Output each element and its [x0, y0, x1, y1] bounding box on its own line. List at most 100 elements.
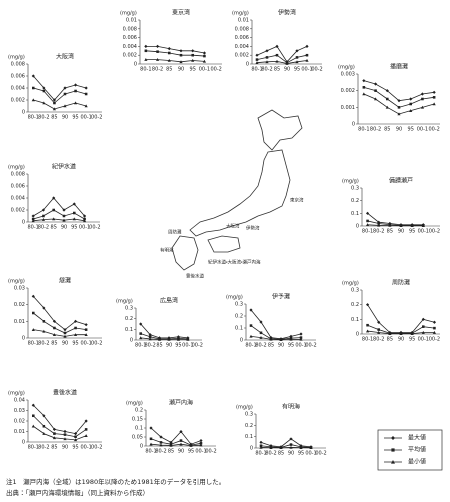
marker-triangle [63, 104, 67, 108]
y-tick-label: 0.006 [123, 35, 137, 41]
marker-diamond [84, 86, 88, 90]
marker-triangle [157, 337, 162, 341]
marker-triangle [148, 337, 152, 341]
marker-square [255, 58, 259, 61]
x-tick-label: 00-2 [429, 229, 440, 235]
x-tick-label: 90 [61, 225, 67, 231]
marker-triangle [377, 330, 381, 334]
x-tick-label: 85 [166, 67, 172, 73]
marker-triangle [289, 445, 293, 449]
legend-label: 最小値 [408, 458, 426, 466]
x-tick-label: 00-2 [192, 343, 203, 349]
y-tick-label: 0.02 [14, 419, 25, 425]
series-line [250, 336, 301, 341]
x-tick-label: 95 [190, 67, 196, 73]
series-line [145, 59, 205, 63]
x-tick-label: 90 [278, 343, 284, 349]
chart: (mg/g) 大阪湾 0 0.002 0.004 0.006 0.008 80-1 80-2 85… [8, 53, 102, 121]
series-line [150, 427, 202, 445]
marker-square [366, 323, 369, 327]
chart-title: 広島湾 [160, 297, 178, 305]
marker-triangle [144, 58, 148, 61]
marker-diamond [41, 208, 46, 212]
marker-square [289, 443, 293, 446]
unit-label: (mg/g) [226, 295, 243, 301]
series-line [33, 425, 87, 441]
marker-triangle [289, 337, 293, 341]
marker-triangle [269, 446, 273, 449]
x-tick-label: 00-2 [89, 225, 100, 231]
marker-triangle [432, 330, 437, 334]
marker-square [74, 435, 77, 439]
marker-diamond [82, 214, 87, 218]
marker-square [63, 92, 67, 96]
map-label: 大阪湾 [226, 223, 240, 230]
marker-square [199, 442, 203, 445]
marker-square [84, 328, 88, 331]
x-tick-label: 00-1 [301, 67, 312, 73]
marker-square [53, 326, 56, 330]
footnote: 注1 瀬戸内海（全域）は1980年以降のため1981年のデータを引用した。 [6, 477, 225, 486]
y-tick-label: 0 [356, 332, 359, 338]
marker-triangle [191, 58, 195, 62]
x-tick-label: 80-1 [362, 229, 373, 235]
marker-square [362, 86, 366, 89]
x-tick-label: 90 [178, 449, 184, 455]
marker-diamond [365, 211, 370, 215]
map-label: 豊後水道 [186, 273, 204, 280]
marker-triangle [249, 334, 253, 338]
marker-diamond [73, 83, 78, 87]
marker-diamond [169, 440, 173, 444]
marker-triangle [279, 338, 283, 342]
x-tick-label: 80-1 [362, 337, 373, 343]
marker-triangle [179, 60, 183, 64]
marker-triangle [155, 58, 160, 61]
shikoku [207, 235, 241, 253]
chart-title: 周防灘 [392, 279, 410, 287]
marker-diamond [275, 44, 279, 48]
x-tick-label: 00-1 [195, 449, 206, 455]
japan-map [171, 109, 303, 271]
unit-label: (mg/g) [8, 391, 25, 397]
marker-square [432, 96, 436, 99]
marker-triangle [159, 443, 163, 447]
marker-triangle [409, 109, 413, 112]
marker-triangle [199, 443, 203, 447]
marker-triangle [84, 104, 88, 108]
honshu [189, 149, 291, 237]
series-line [140, 333, 188, 340]
marker-diamond [148, 333, 152, 337]
y-tick-label: 0.1 [135, 426, 143, 432]
y-tick-label: 0.002 [235, 53, 249, 59]
kyushu [171, 235, 199, 271]
y-tick-label: 0.006 [11, 74, 25, 80]
x-tick-label: 00-1 [418, 229, 429, 235]
x-tick-label: 00-2 [429, 337, 440, 343]
y-tick-label: 0.01 [14, 319, 25, 325]
y-tick-label: 0 [134, 62, 137, 68]
map-label: 紀伊水道・大阪湾・瀬戸内海 [208, 259, 261, 266]
y-tick-label: 0.001 [341, 105, 355, 111]
marker-triangle [275, 59, 279, 63]
series-line [33, 404, 87, 435]
marker-square [295, 56, 299, 59]
source: 出典：「瀬戸内海環境情報」（同上資料から作成） [6, 488, 149, 497]
y-tick-label: 0.1 [351, 211, 359, 217]
marker-triangle [31, 424, 35, 428]
series-line [150, 438, 202, 446]
marker-square [31, 217, 35, 221]
y-tick-label: 0.002 [11, 208, 25, 214]
marker-square [422, 325, 425, 328]
marker-triangle [421, 330, 425, 334]
x-tick-label: 95 [72, 341, 78, 347]
marker-diamond [63, 429, 67, 434]
series-line [145, 50, 205, 57]
y-tick-label: 0.1 [245, 434, 253, 440]
marker-diamond [397, 99, 401, 103]
x-tick-label: 90 [398, 337, 404, 343]
marker-diamond [31, 214, 35, 218]
marker-square [433, 326, 436, 330]
x-tick-label: 85 [384, 127, 390, 133]
marker-triangle [62, 218, 66, 222]
marker-triangle [167, 58, 171, 62]
